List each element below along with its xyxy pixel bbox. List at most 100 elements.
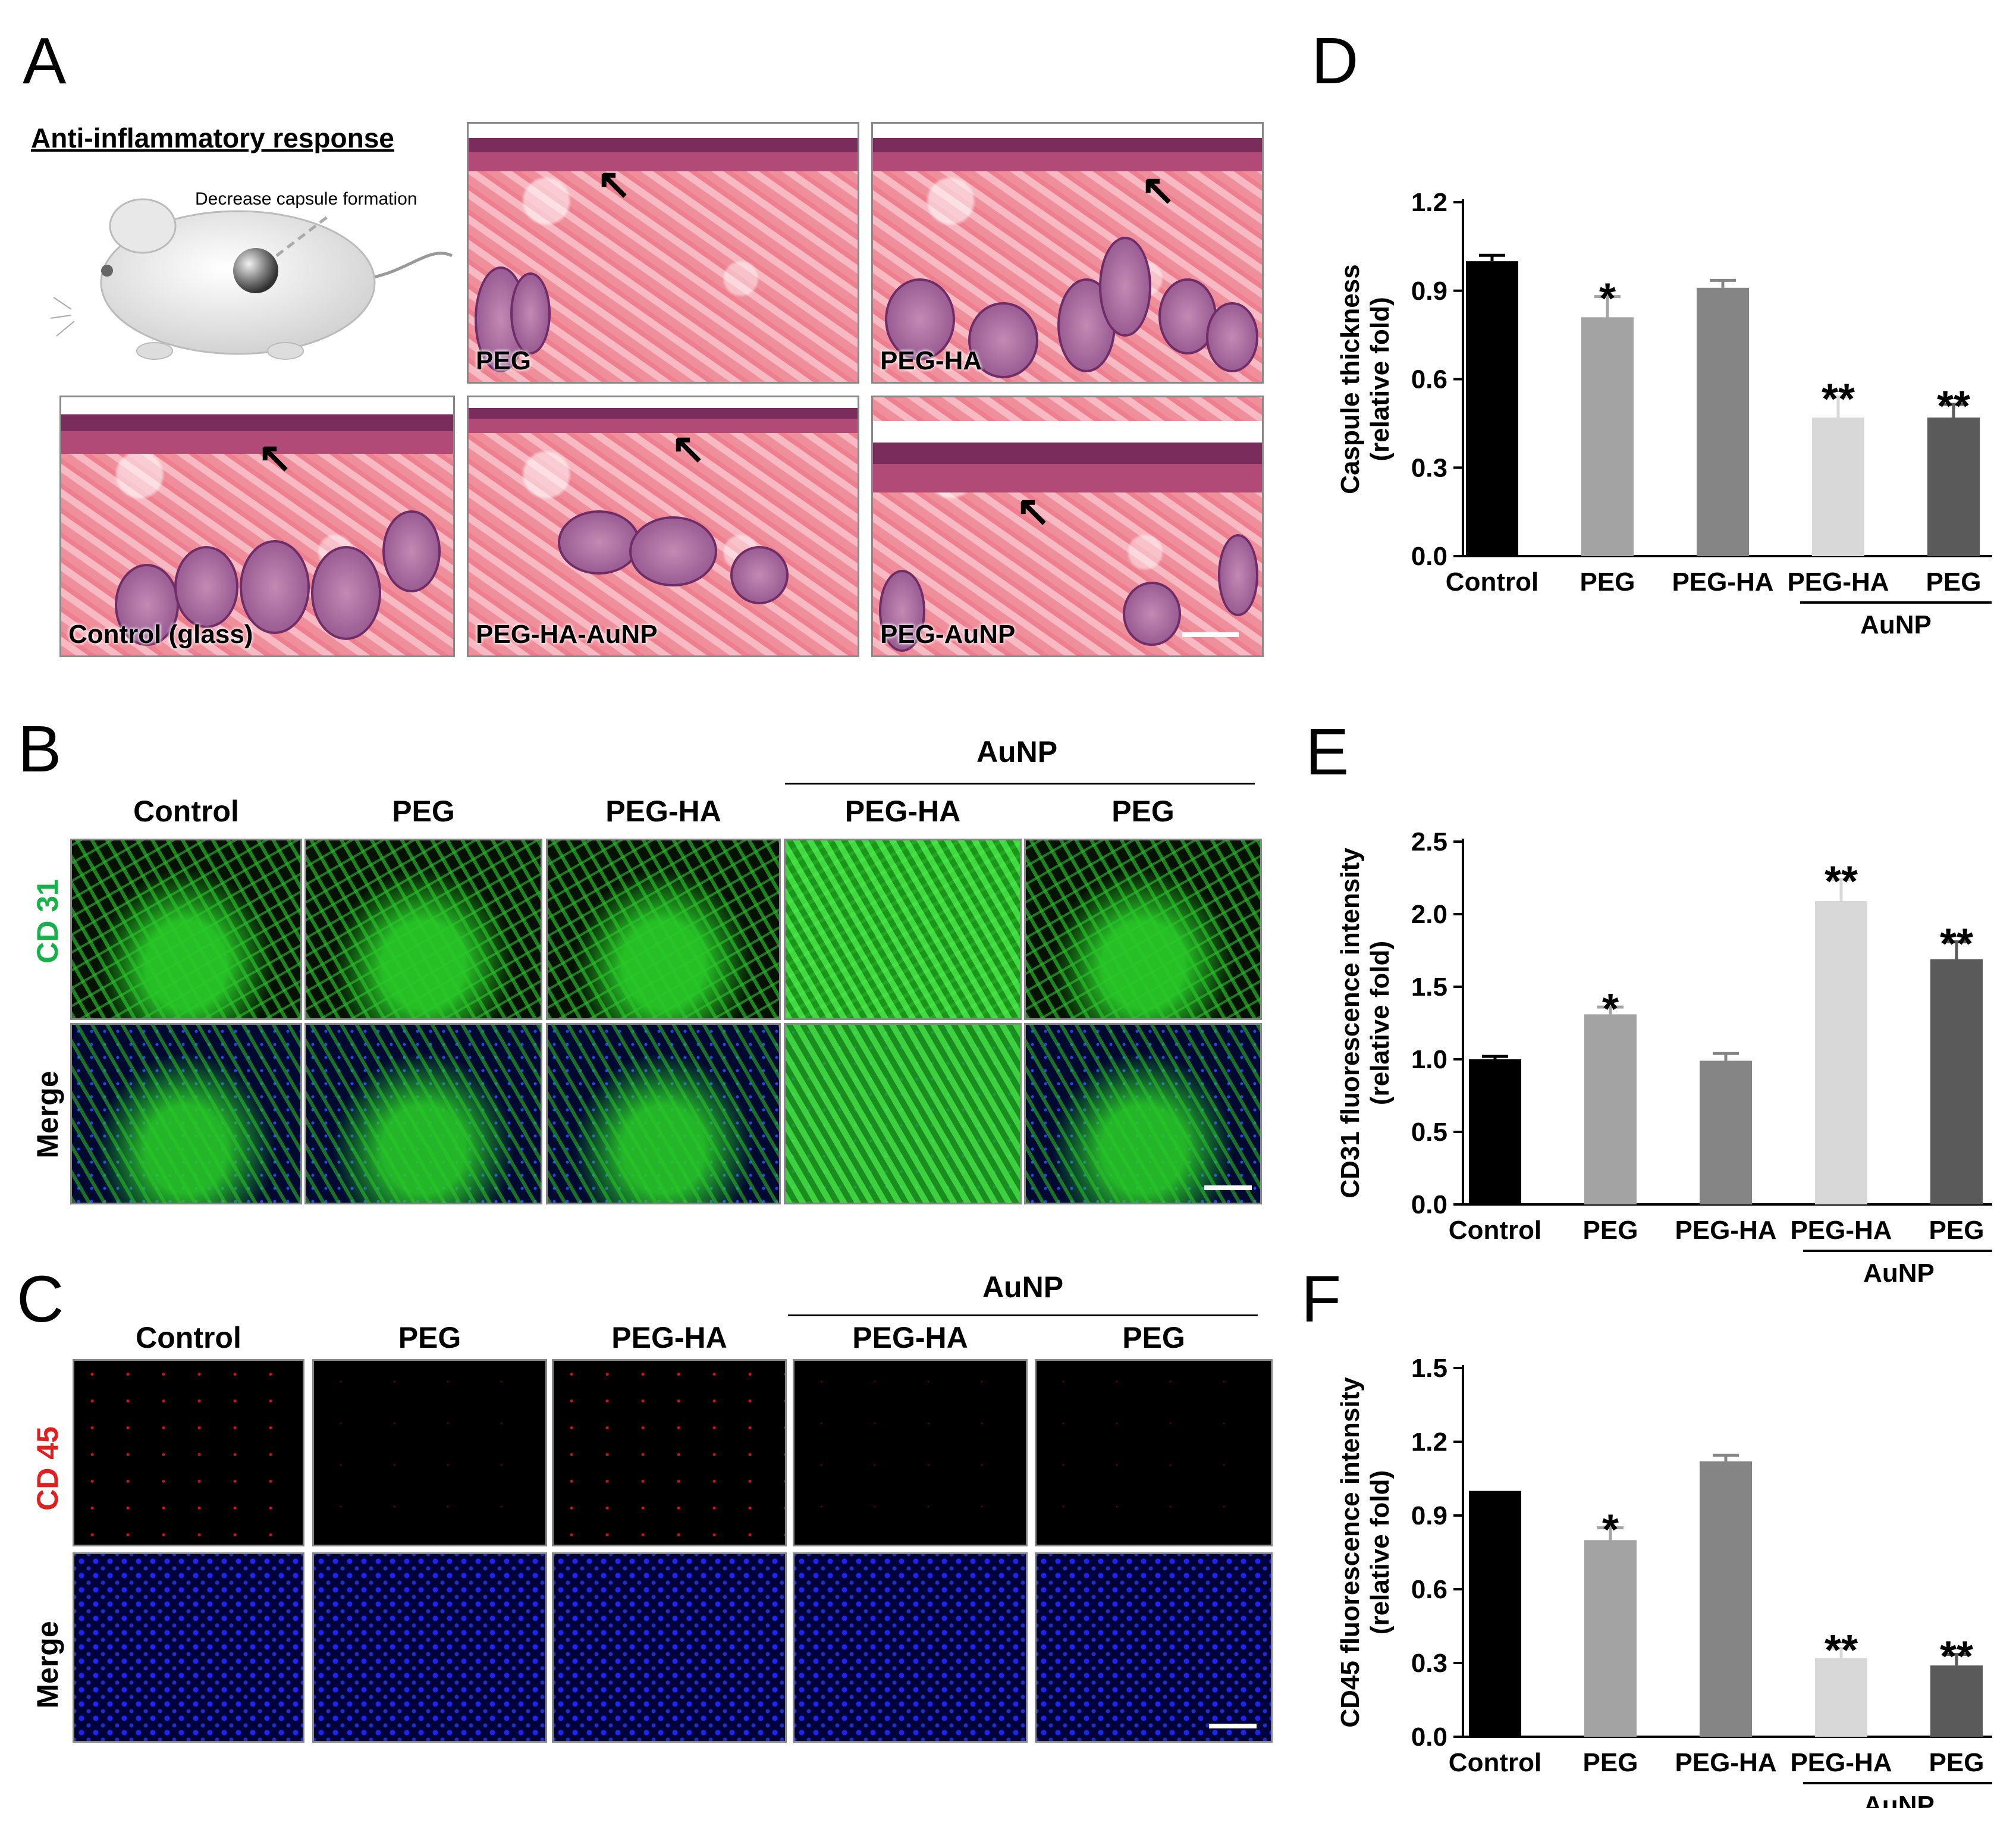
y-tick-label: 0.3 <box>1411 453 1447 482</box>
panel-letter-f: F <box>1301 1263 1342 1336</box>
merge-image-peg-aunp <box>1024 1023 1262 1204</box>
bar <box>1466 261 1518 556</box>
he-label: PEG-HA <box>880 346 982 375</box>
merge-image-peg-ha <box>546 1023 781 1204</box>
bar <box>1930 1665 1983 1737</box>
group-label: AuNP <box>1863 1259 1935 1288</box>
cd45-image-control <box>73 1359 304 1546</box>
y-tick-label: 1.0 <box>1411 1045 1447 1074</box>
merge-image-peg <box>304 1023 542 1204</box>
merge-image-peg-ha-aunp <box>784 1023 1022 1204</box>
y-tick-label: 2.0 <box>1411 900 1447 929</box>
bar <box>1815 901 1867 1204</box>
panel-letter-a: A <box>23 24 67 98</box>
cd45-image-peg-aunp <box>1035 1359 1273 1546</box>
row-label-merge: Merge <box>31 1071 64 1159</box>
y-tick-label: 1.5 <box>1411 1354 1447 1383</box>
aunp-group-line <box>785 783 1255 785</box>
he-label: PEG-AuNP <box>880 620 1016 649</box>
row-label-cd45: CD 45 <box>31 1426 64 1511</box>
y-axis-label: (relative fold) <box>1365 941 1395 1105</box>
he-image-control: ↖ Control (glass) <box>59 396 455 657</box>
y-tick-label: 0.0 <box>1411 542 1447 571</box>
merge45-image-peg-aunp <box>1035 1552 1273 1743</box>
category-label: PEG <box>1929 1216 1984 1245</box>
category-label: Control <box>1449 1748 1541 1777</box>
bar <box>1930 959 1983 1204</box>
bar <box>1584 1014 1637 1204</box>
mouse-eye <box>101 265 113 277</box>
cd45-image-peg <box>312 1359 547 1546</box>
category-label: PEG <box>1926 567 1982 597</box>
bar <box>1581 317 1634 556</box>
scale-bar <box>1209 1724 1257 1728</box>
significance-mark: ** <box>1822 375 1855 423</box>
category-label: PEG-HA <box>1790 1748 1892 1777</box>
mouse-ear <box>109 198 177 254</box>
scale-bar <box>1204 1185 1252 1190</box>
chart-e: 0.0 0.5 1.0 1.5 2.0 2.5 CD31 fluorescence inte… <box>1336 827 1992 1288</box>
col-header: PEG-HA <box>605 795 721 828</box>
he-image-peg: ↖ PEG <box>467 122 859 384</box>
y-tick-label: 0.9 <box>1411 277 1447 306</box>
panel-letter-b: B <box>18 713 62 786</box>
cd31-image-control <box>70 839 302 1020</box>
y-tick-label: 0.9 <box>1411 1501 1447 1530</box>
cd31-image-peg-ha <box>546 839 781 1020</box>
y-axis-label: (relative fold) <box>1365 1470 1395 1634</box>
category-label: PEG-HA <box>1672 567 1773 597</box>
col-header: PEG <box>1122 1321 1185 1354</box>
panel-a-heading: Anti-inflammatory response <box>31 123 394 153</box>
bar <box>1700 1060 1752 1204</box>
row-label-cd31: CD 31 <box>31 879 64 964</box>
bar <box>1469 1059 1521 1204</box>
panel-letter-e: E <box>1305 716 1349 789</box>
significance-mark: ** <box>1825 1627 1858 1674</box>
he-label: Control (glass) <box>68 620 253 649</box>
row-label-merge: Merge <box>31 1621 64 1709</box>
col-header: PEG-HA <box>852 1321 968 1354</box>
bar <box>1812 417 1864 556</box>
significance-mark: * <box>1602 986 1619 1033</box>
category-label: PEG-HA <box>1675 1748 1776 1777</box>
category-label: PEG <box>1929 1748 1984 1777</box>
significance-mark: * <box>1599 275 1616 323</box>
group-label: AuNP <box>1860 610 1932 639</box>
y-axis-label: (relative fold) <box>1365 297 1395 461</box>
capsule-annotation: Decrease capsule formation <box>195 189 417 209</box>
he-image-peg-ha: ↖ PEG-HA <box>871 122 1264 384</box>
merge45-image-peg-ha <box>552 1552 787 1743</box>
category-label: PEG <box>1583 1216 1638 1245</box>
mouse-whiskers <box>50 297 75 337</box>
merge45-image-control <box>73 1552 304 1743</box>
significance-mark: ** <box>1825 858 1858 905</box>
y-axis-label: CD31 fluorescence intensity <box>1336 848 1365 1198</box>
y-axis-label: Caspule thickness <box>1336 264 1365 494</box>
y-tick-label: 0.0 <box>1411 1722 1447 1752</box>
aunp-group-label: AuNP <box>982 1270 1064 1304</box>
category-label: Control <box>1446 567 1538 597</box>
category-label: PEG-HA <box>1787 567 1889 597</box>
bar <box>1469 1491 1521 1737</box>
bar <box>1584 1540 1637 1737</box>
category-label: PEG-HA <box>1675 1216 1776 1245</box>
bar <box>1697 287 1749 556</box>
scale-bar <box>1182 632 1239 637</box>
y-tick-label: 0.3 <box>1411 1649 1447 1678</box>
col-header: PEG-HA <box>611 1321 727 1354</box>
chart-d: 0.0 0.3 0.6 0.9 1.2 Caspule thickness (relativ… <box>1336 188 1992 639</box>
category-label: PEG-HA <box>1790 1216 1892 1245</box>
chart-f: 0.0 0.3 0.6 0.9 1.2 1.5 CD45 fluorescence inte… <box>1336 1354 1992 1808</box>
col-header: Control <box>136 1321 241 1354</box>
y-tick-label: 0.0 <box>1411 1190 1447 1219</box>
y-tick-label: 0.6 <box>1411 365 1447 394</box>
significance-mark: ** <box>1937 383 1970 431</box>
category-label: Control <box>1449 1216 1541 1245</box>
cd31-image-peg <box>304 839 542 1020</box>
merge45-image-peg-ha-aunp <box>793 1552 1028 1743</box>
col-header: Control <box>133 795 239 828</box>
merge-image-control <box>70 1023 302 1204</box>
he-image-peg-ha-aunp: ↖ PEG-HA-AuNP <box>467 396 859 657</box>
significance-mark: ** <box>1940 1633 1973 1681</box>
y-tick-label: 1.2 <box>1411 1427 1447 1457</box>
